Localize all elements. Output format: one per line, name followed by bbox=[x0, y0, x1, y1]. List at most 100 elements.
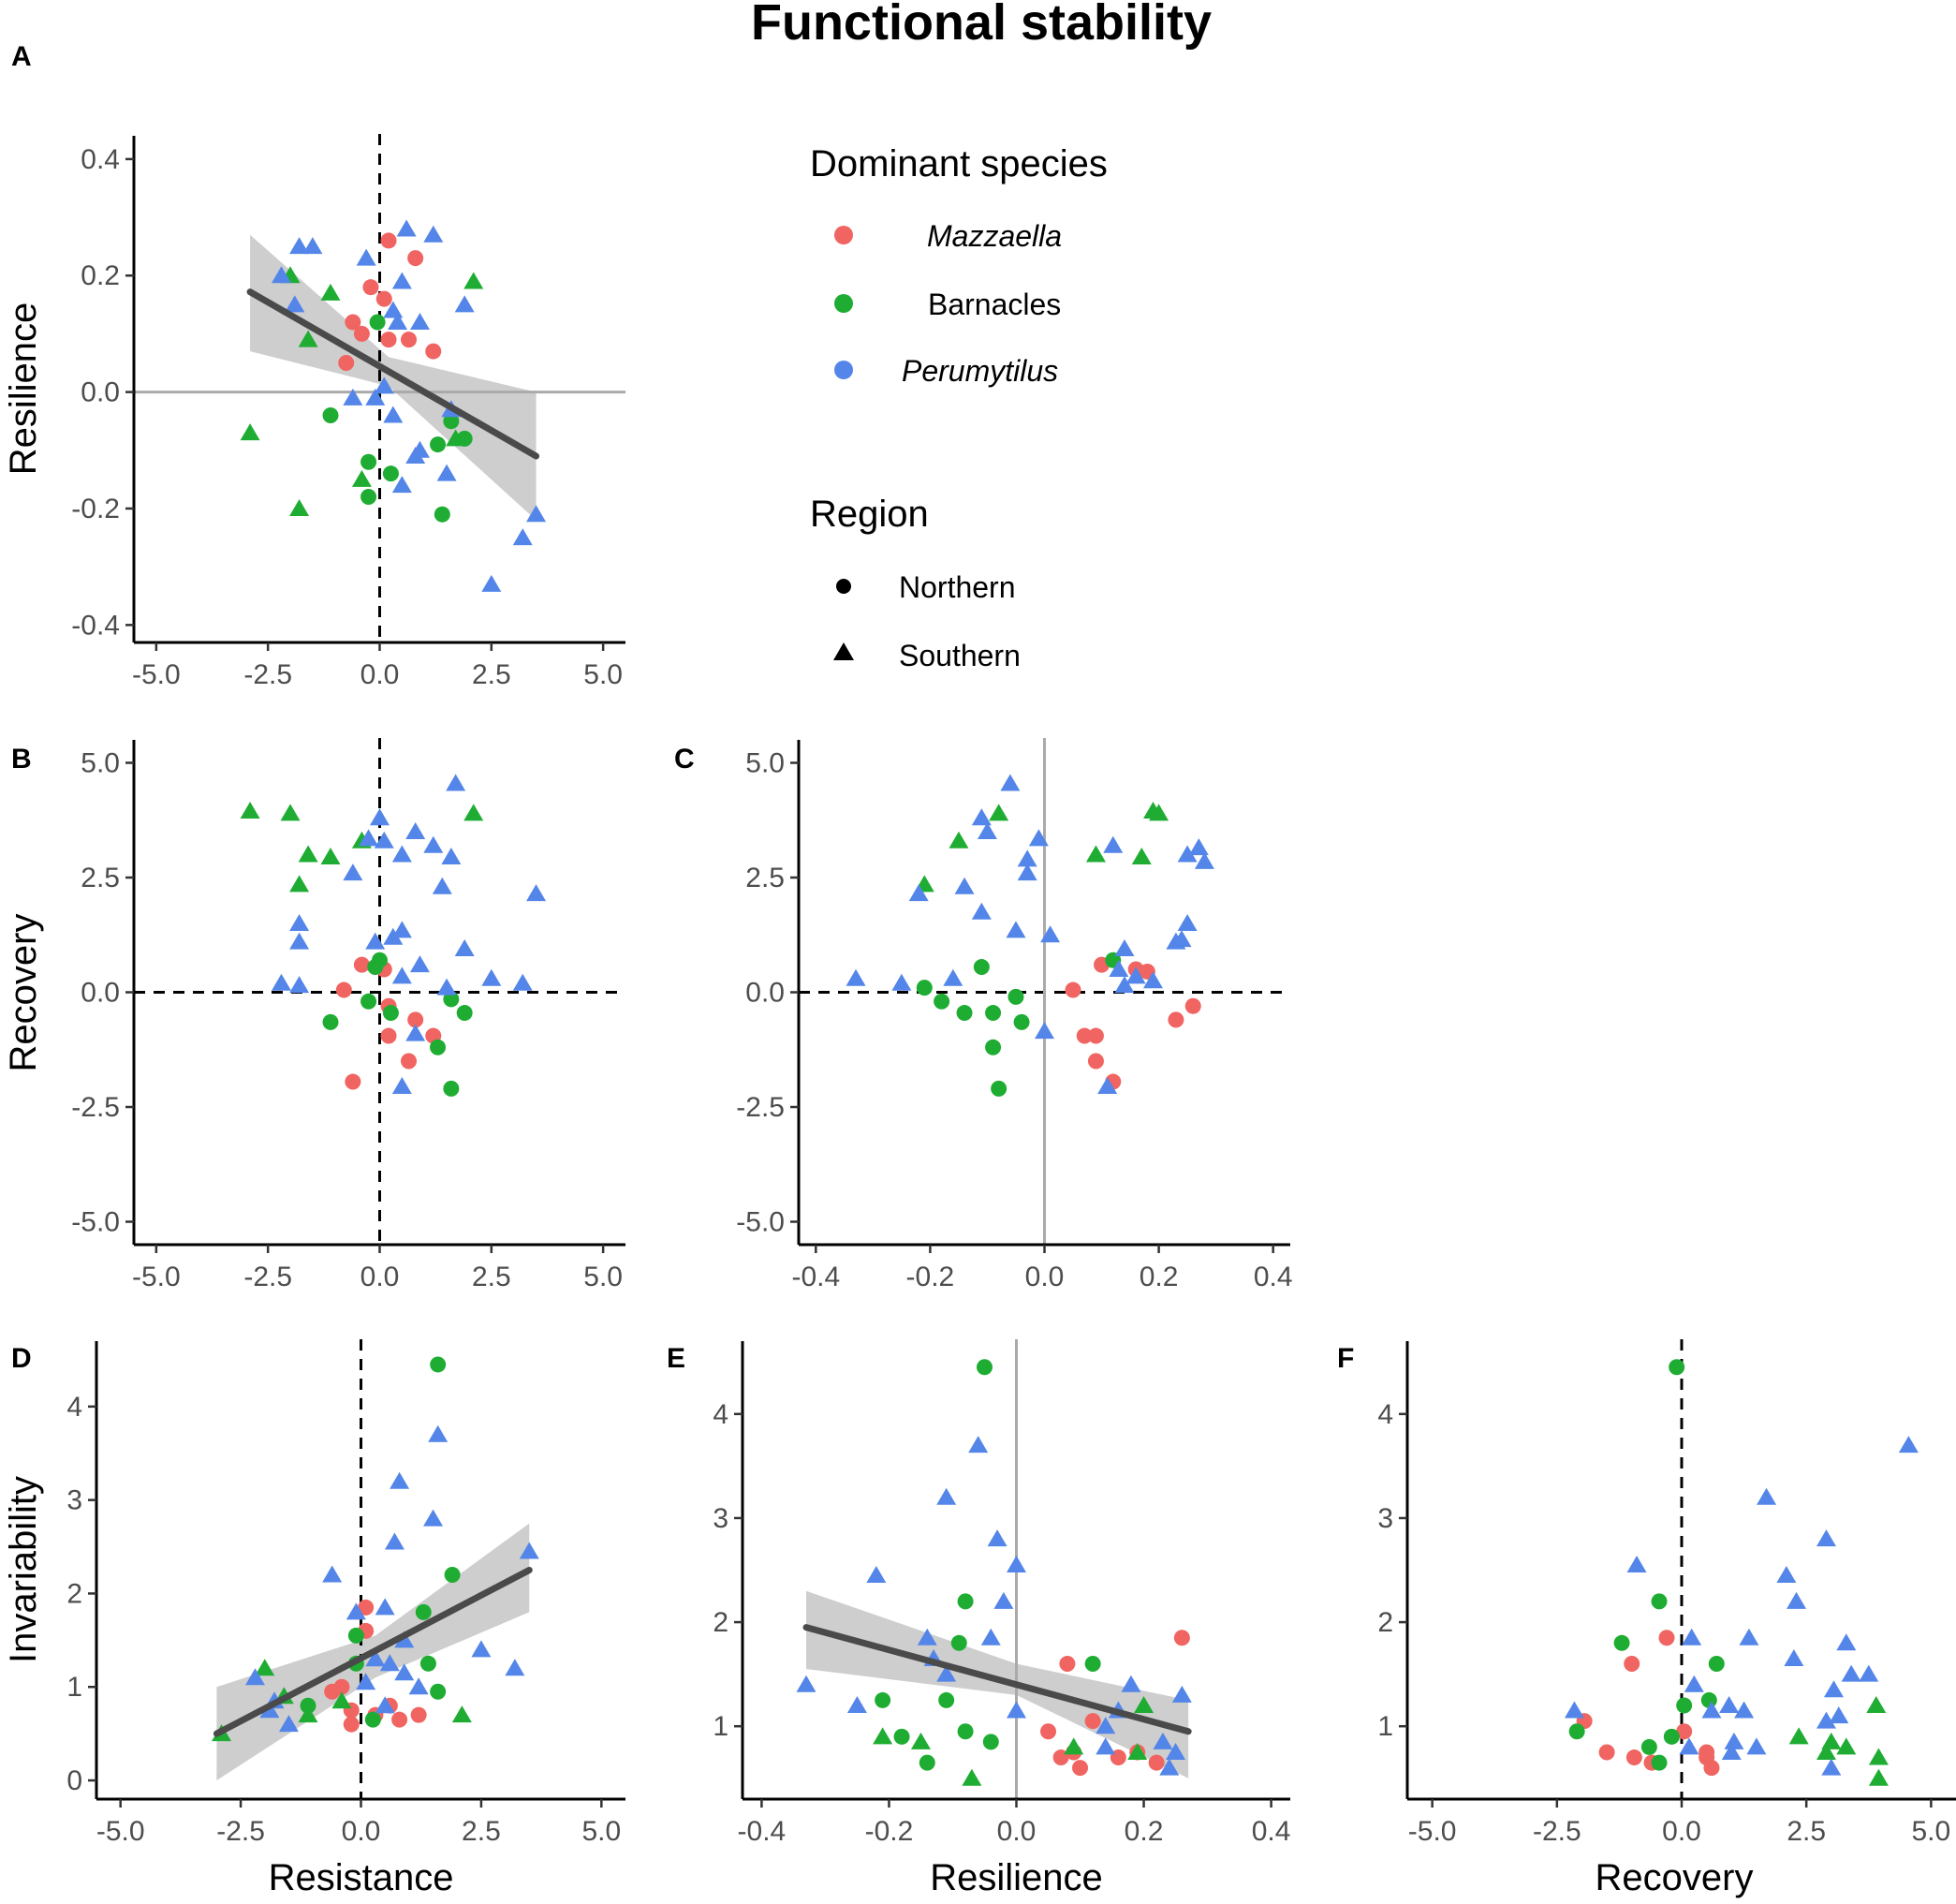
x-tick-label: -0.4 bbox=[791, 1262, 840, 1292]
point-perumytilus-southern bbox=[1739, 1628, 1759, 1646]
point-perumytilus-southern bbox=[1177, 845, 1198, 863]
point-barnacles-northern bbox=[430, 1356, 447, 1373]
point-mazzaella-northern bbox=[1184, 997, 1201, 1014]
point-perumytilus-southern bbox=[1007, 1555, 1026, 1572]
point-perumytilus-southern bbox=[322, 1565, 343, 1583]
point-barnacles-southern bbox=[240, 423, 260, 441]
point-perumytilus-southern bbox=[383, 927, 404, 945]
y-tick-label: 0.0 bbox=[81, 978, 120, 1009]
point-barnacles-northern bbox=[1013, 1013, 1030, 1030]
x-tick-label: -5.0 bbox=[132, 659, 181, 690]
point-mazzaella-northern bbox=[1087, 1053, 1104, 1070]
legend-species-barnacles: Barnacles bbox=[834, 288, 1061, 321]
point-perumytilus-southern bbox=[356, 1673, 376, 1690]
regression-line bbox=[246, 288, 540, 460]
point-perumytilus-southern bbox=[454, 295, 475, 313]
legend-species-mazzaella: Mazzaella bbox=[834, 219, 1062, 253]
point-mazzaella-northern bbox=[345, 1073, 361, 1090]
point-barnacles-northern bbox=[1084, 1656, 1101, 1673]
y-tick-label: -0.2 bbox=[71, 494, 120, 524]
point-perumytilus-southern bbox=[1171, 1685, 1192, 1703]
point-mazzaella-northern bbox=[407, 1011, 424, 1028]
point-barnacles-southern bbox=[1788, 1727, 1809, 1745]
point-perumytilus-southern bbox=[394, 1663, 415, 1681]
point-perumytilus-southern bbox=[481, 574, 502, 592]
point-mazzaella-northern bbox=[407, 250, 424, 267]
point-barnacles-northern bbox=[982, 1734, 999, 1750]
point-perumytilus-southern bbox=[1153, 1732, 1173, 1749]
y-tick-label: 0.0 bbox=[745, 978, 785, 1009]
point-perumytilus-southern bbox=[391, 1076, 412, 1094]
point-perumytilus-southern bbox=[971, 902, 992, 920]
point-perumytilus-southern bbox=[359, 829, 379, 847]
x-tick-label: 5.0 bbox=[581, 1816, 621, 1847]
point-barnacles-northern bbox=[347, 1627, 364, 1644]
point-barnacles-southern bbox=[298, 1705, 318, 1723]
legend-region-title: Region bbox=[810, 494, 929, 535]
x-tick-label: -2.5 bbox=[243, 1262, 292, 1292]
point-perumytilus-southern bbox=[1719, 1695, 1740, 1713]
panel-label: B bbox=[11, 744, 32, 775]
point-mazzaella-northern bbox=[343, 1716, 360, 1733]
y-tick-label: 2.5 bbox=[745, 863, 785, 893]
point-barnacles-northern bbox=[360, 489, 377, 506]
point-barnacles-southern bbox=[873, 1727, 893, 1745]
point-perumytilus-southern bbox=[289, 932, 310, 950]
point-barnacles-southern bbox=[1816, 1742, 1836, 1760]
point-perumytilus-southern bbox=[1028, 829, 1049, 847]
legend-key-mazzaella bbox=[834, 226, 853, 244]
point-barnacles-northern bbox=[991, 1080, 1007, 1097]
x-tick-label: 0.2 bbox=[1125, 1816, 1164, 1847]
point-perumytilus-southern bbox=[1166, 1742, 1186, 1760]
point-mazzaella-northern bbox=[1087, 1027, 1104, 1044]
point-perumytilus-southern bbox=[1701, 1701, 1722, 1719]
point-perumytilus-southern bbox=[1724, 1732, 1744, 1749]
point-barnacles-northern bbox=[956, 1005, 973, 1022]
point-perumytilus-southern bbox=[1007, 1701, 1026, 1719]
point-perumytilus-southern bbox=[289, 914, 310, 931]
point-barnacles-southern bbox=[463, 272, 484, 289]
point-perumytilus-southern bbox=[968, 1436, 989, 1454]
point-barnacles-northern bbox=[430, 1039, 447, 1055]
point-perumytilus-southern bbox=[1787, 1591, 1807, 1609]
point-mazzaella-northern bbox=[1173, 1630, 1190, 1646]
x-tick-label: 0.0 bbox=[360, 659, 400, 690]
y-tick-label: -2.5 bbox=[71, 1092, 120, 1123]
point-perumytilus-southern bbox=[272, 973, 291, 991]
point-mazzaella-northern bbox=[1658, 1630, 1675, 1646]
point-perumytilus-southern bbox=[943, 968, 963, 986]
panel-c: C -0.4 -0.2 0.0 0.2 0.4 -5.0 -2.5 0.0 2.5 5.0 bbox=[674, 738, 1293, 1292]
point-perumytilus-southern bbox=[436, 978, 457, 996]
point-barnacles-southern bbox=[1064, 1737, 1084, 1755]
point-mazzaella-northern bbox=[1703, 1760, 1720, 1777]
point-perumytilus-southern bbox=[278, 1715, 299, 1733]
point-mazzaella-northern bbox=[362, 279, 379, 296]
point-barnacles-northern bbox=[444, 1566, 461, 1583]
x-tick-label: 5.0 bbox=[1912, 1816, 1951, 1847]
point-mazzaella-northern bbox=[1076, 1027, 1093, 1044]
x-tick-label: -5.0 bbox=[1408, 1816, 1457, 1847]
point-perumytilus-southern bbox=[987, 1529, 1007, 1547]
point-perumytilus-southern bbox=[1142, 971, 1163, 989]
y-tick-label: 2.5 bbox=[81, 863, 120, 893]
point-mazzaella-northern bbox=[1059, 1656, 1076, 1673]
point-perumytilus-southern bbox=[1166, 932, 1186, 950]
point-barnacles-southern bbox=[255, 1659, 275, 1676]
point-perumytilus-southern bbox=[866, 1566, 887, 1584]
legend-species-perumytilus: Perumytilus bbox=[834, 354, 1058, 388]
legend-key-southern bbox=[833, 642, 854, 660]
y-tick-label: -5.0 bbox=[71, 1207, 120, 1238]
point-mazzaella-northern bbox=[1072, 1760, 1089, 1777]
point-mazzaella-northern bbox=[425, 343, 442, 360]
x-tick-label: 0.2 bbox=[1140, 1262, 1179, 1292]
point-perumytilus-southern bbox=[519, 1542, 539, 1559]
point-perumytilus-southern bbox=[1188, 838, 1209, 856]
point-perumytilus-southern bbox=[446, 774, 466, 791]
point-barnacles-southern bbox=[910, 1732, 931, 1749]
point-perumytilus-southern bbox=[526, 505, 547, 523]
point-barnacles-northern bbox=[950, 1634, 967, 1651]
panel-a: A -5.0 -2.5 0.0 2.5 5.0 -0.4 -0.2 0.0 0.2 0.4 Resil… bbox=[3, 41, 625, 690]
point-perumytilus-southern bbox=[391, 476, 412, 494]
regression-line bbox=[213, 1567, 533, 1737]
point-barnacles-northern bbox=[382, 465, 399, 482]
